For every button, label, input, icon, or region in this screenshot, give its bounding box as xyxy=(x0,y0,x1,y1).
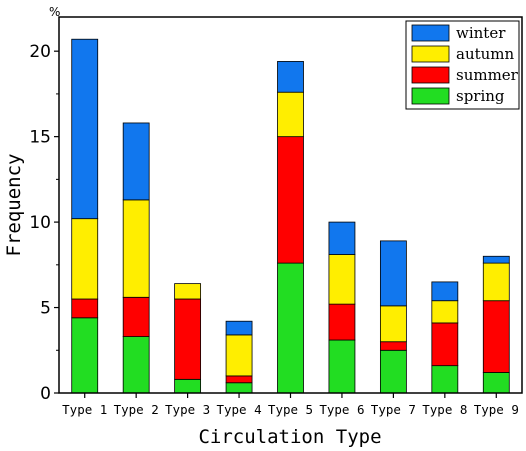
bar-winter-2 xyxy=(122,122,150,201)
y-tick-label: 20 xyxy=(29,42,51,62)
bar-spring-5 xyxy=(277,262,304,394)
bar-autumn-8 xyxy=(431,300,459,324)
legend-label-winter: winter xyxy=(456,24,506,42)
bar-winter-4 xyxy=(225,320,253,336)
legend-label-spring: spring xyxy=(456,87,505,105)
bar-autumn-1 xyxy=(71,218,99,300)
y-tick-label: 0 xyxy=(40,384,51,404)
bar-summer-4 xyxy=(225,375,253,384)
bar-autumn-9 xyxy=(482,262,510,302)
bar-autumn-7 xyxy=(379,305,407,343)
x-axis-title: Circulation Type xyxy=(198,426,381,448)
bar-spring-8 xyxy=(431,365,459,394)
y-tick-label: 5 xyxy=(40,299,51,319)
bar-spring-1 xyxy=(71,317,99,394)
legend-swatch-autumn xyxy=(411,45,450,63)
legend-label-autumn: autumn xyxy=(456,45,515,63)
bar-autumn-3 xyxy=(174,283,202,300)
bar-spring-3 xyxy=(174,378,202,394)
legend: winter autumn summer spring xyxy=(405,20,520,110)
x-tick-label: Type 2 xyxy=(114,402,159,417)
bar-winter-8 xyxy=(431,281,459,302)
bar-summer-9 xyxy=(482,300,510,373)
bar-winter-6 xyxy=(328,221,356,255)
legend-swatch-summer xyxy=(411,66,450,84)
bar-winter-5 xyxy=(277,61,304,93)
legend-swatch-spring xyxy=(411,87,450,105)
bar-autumn-6 xyxy=(328,254,356,305)
bar-spring-6 xyxy=(328,339,356,394)
y-tick-label: 15 xyxy=(29,128,51,148)
bar-spring-9 xyxy=(482,372,510,394)
bar-summer-6 xyxy=(328,303,356,341)
legend-label-summer: summer xyxy=(456,66,519,84)
x-axis: Type 1 Type 2 Type 3 Type 4 Type 5 Type 6 Type… xyxy=(62,393,519,417)
x-tick-label: Type 9 xyxy=(474,402,519,417)
y-tick-label: 10 xyxy=(29,213,51,233)
bar-autumn-4 xyxy=(225,334,253,377)
bar-autumn-2 xyxy=(122,199,150,298)
bar-spring-7 xyxy=(379,349,407,394)
y-axis-title: Frequency xyxy=(3,154,25,257)
legend-swatch-winter xyxy=(411,24,450,42)
y-unit-label: % xyxy=(49,5,60,19)
bar-autumn-5 xyxy=(277,91,304,138)
x-tick-label: Type 8 xyxy=(422,402,467,417)
bar-winter-1 xyxy=(71,38,99,220)
bar-summer-1 xyxy=(71,298,99,319)
bar-summer-8 xyxy=(431,322,459,367)
bar-winter-7 xyxy=(379,240,407,307)
x-tick-label: Type 7 xyxy=(371,402,416,417)
bars-group xyxy=(71,38,510,394)
bar-spring-4 xyxy=(225,382,253,394)
bar-winter-9 xyxy=(482,255,510,264)
bar-summer-3 xyxy=(174,298,202,380)
y-axis: 0 5 10 15 20 xyxy=(29,42,59,404)
bar-summer-7 xyxy=(379,341,407,351)
bar-summer-5 xyxy=(277,136,304,264)
x-tick-label: Type 3 xyxy=(165,402,210,417)
x-tick-label: Type 5 xyxy=(268,402,313,417)
bar-spring-2 xyxy=(122,336,150,394)
x-tick-label: Type 4 xyxy=(216,402,261,417)
x-tick-label: Type 1 xyxy=(62,402,107,417)
x-tick-label: Type 6 xyxy=(319,402,364,417)
bar-summer-2 xyxy=(122,296,150,338)
